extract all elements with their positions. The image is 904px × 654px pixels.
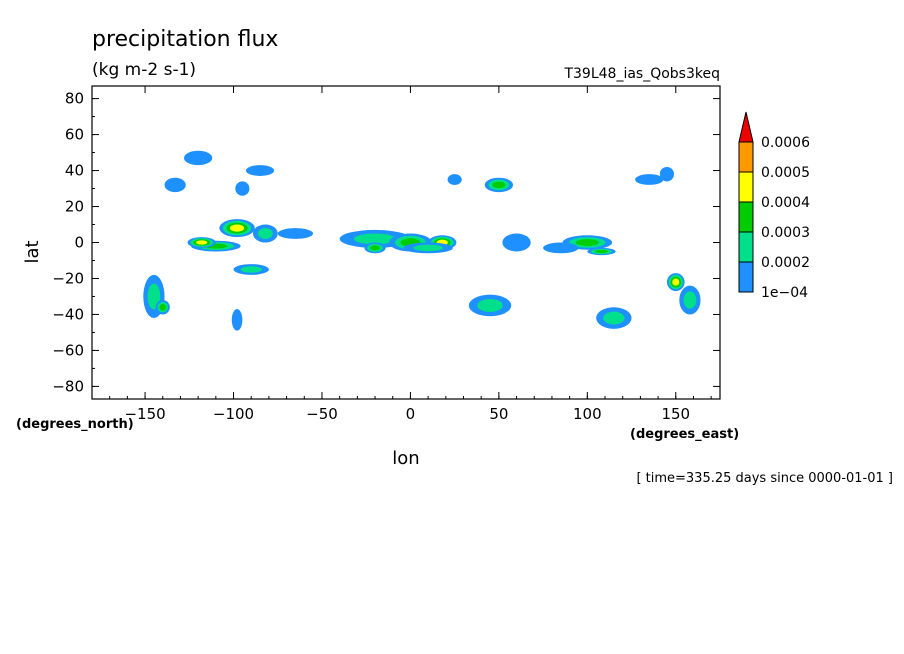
precip-field-layer xyxy=(143,150,701,331)
contour-level-0 xyxy=(164,177,186,193)
precip-cell xyxy=(484,177,514,193)
colorbar-label: 0.0006 xyxy=(761,135,810,151)
x-unit-label: (degrees_east) xyxy=(630,427,739,442)
colorbar-box xyxy=(738,231,754,263)
x-tick-label: −150 xyxy=(124,405,165,423)
y-tick-label: −80 xyxy=(52,377,84,395)
contour-level-1 xyxy=(257,228,273,239)
contour-level-2 xyxy=(575,239,599,246)
precip-cell xyxy=(403,242,453,254)
precip-cell xyxy=(219,219,255,238)
time-label: [ time=335.25 days since 0000-01-01 ] xyxy=(636,471,893,486)
x-tick-label: 150 xyxy=(661,405,690,423)
contour-level-2 xyxy=(370,245,380,251)
colorbar-label: 1e−04 xyxy=(761,285,808,301)
precip-cell xyxy=(635,174,664,185)
precip-cell xyxy=(235,181,250,196)
colorbar-label: 0.0005 xyxy=(761,165,810,181)
y-tick-label: 80 xyxy=(65,90,84,108)
precip-cell xyxy=(666,273,685,292)
contour-level-3 xyxy=(672,278,680,286)
y-tick-label: −40 xyxy=(52,305,84,323)
contour-level-0 xyxy=(235,181,250,196)
colorbar-label: 0.0003 xyxy=(761,225,810,241)
x-tick-label: −100 xyxy=(213,405,254,423)
contour-level-0 xyxy=(245,165,275,176)
chart-subtitle: (kg m-2 s-1) xyxy=(92,60,196,80)
contour-level-0 xyxy=(635,174,664,185)
precip-cell xyxy=(183,150,213,166)
x-tick-label: 0 xyxy=(406,405,416,423)
x-tick-label: −50 xyxy=(306,405,338,423)
precip-cell xyxy=(245,165,275,176)
precip-cell xyxy=(447,174,462,185)
y-tick-label: 60 xyxy=(65,126,84,144)
contour-level-2 xyxy=(159,303,167,311)
colorbar-box xyxy=(738,201,754,233)
run-label: T39L48_ias_Qobs3keq xyxy=(563,66,720,82)
y-tick-label: 20 xyxy=(65,198,84,216)
contour-level-0 xyxy=(231,309,243,331)
precip-cell xyxy=(468,294,512,317)
y-tick-label: −20 xyxy=(52,269,84,287)
precip-cell xyxy=(233,264,269,275)
x-axis-label: lon xyxy=(392,448,419,469)
contour-level-1 xyxy=(240,266,262,273)
colorbar-box xyxy=(738,171,754,203)
y-axis-label: lat xyxy=(22,240,43,263)
contour-level-1 xyxy=(477,298,503,312)
contour-level-3 xyxy=(196,240,208,245)
contour-level-1 xyxy=(683,291,697,309)
contour-level-0 xyxy=(659,166,675,182)
precip-cell xyxy=(679,285,701,315)
precip-cell xyxy=(277,228,314,239)
precip-cell xyxy=(231,309,243,331)
colorbar-box xyxy=(738,261,754,293)
precip-cell xyxy=(164,177,186,193)
contour-level-1 xyxy=(353,233,397,245)
precip-cell xyxy=(155,300,170,315)
x-tick-label: 100 xyxy=(573,405,602,423)
y-tick-label: −60 xyxy=(52,341,84,359)
y-tick-label: 40 xyxy=(65,162,84,180)
contour-level-0 xyxy=(502,233,531,252)
colorbar-arrow xyxy=(738,111,754,143)
precip-cell xyxy=(659,166,675,182)
y-unit-label: (degrees_north) xyxy=(16,417,134,432)
colorbar-label: 0.0002 xyxy=(761,255,810,271)
y-tick-label: 0 xyxy=(74,234,84,252)
contour-level-3 xyxy=(229,224,245,232)
contour-level-1 xyxy=(603,311,625,325)
contour-level-0 xyxy=(447,174,462,185)
contour-level-1 xyxy=(413,244,443,252)
x-tick-label: 50 xyxy=(489,405,508,423)
precip-cell xyxy=(596,307,632,329)
precip-cell xyxy=(252,224,278,243)
precip-cell xyxy=(587,247,616,256)
colorbar-label: 0.0004 xyxy=(761,195,810,211)
precip-cell xyxy=(187,237,216,248)
contour-level-0 xyxy=(277,228,314,239)
contour-level-2 xyxy=(594,249,609,254)
colorbar-box xyxy=(738,141,754,173)
precip-cell xyxy=(364,242,386,254)
chart-title: precipitation flux xyxy=(92,27,278,52)
contour-level-0 xyxy=(543,242,579,254)
contour-level-2 xyxy=(492,181,506,189)
precip-cell xyxy=(502,233,531,252)
colorbar: 1e−04 0.0002 0.0003 0.0004 0.0005 0.0006 xyxy=(738,111,810,301)
contour-level-0 xyxy=(183,150,213,166)
precip-cell xyxy=(543,242,579,254)
